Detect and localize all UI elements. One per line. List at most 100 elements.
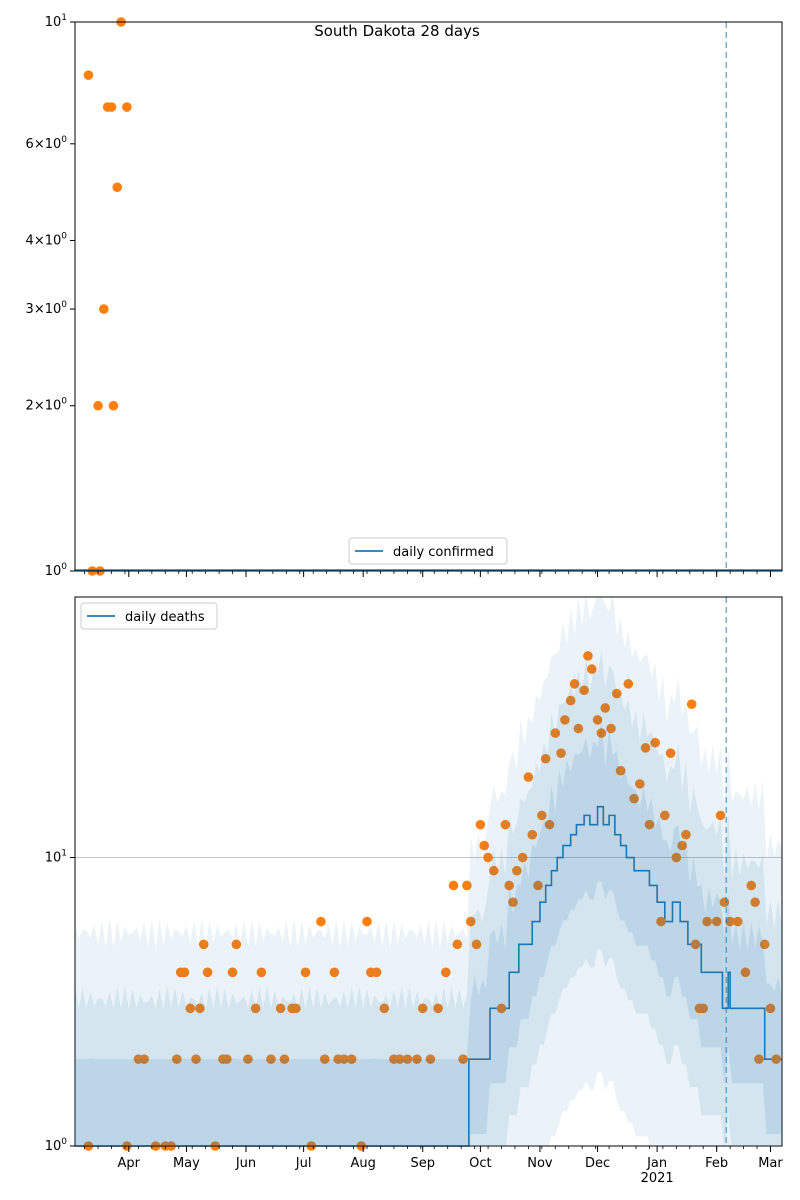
y-tick-label: 6×100 xyxy=(26,135,68,152)
observed-point xyxy=(569,679,580,689)
observed-point xyxy=(185,1003,196,1014)
chart-title: South Dakota 28 days xyxy=(314,22,480,40)
observed-point xyxy=(179,967,190,978)
x-tick-label: Mar xyxy=(758,1156,783,1171)
observed-point xyxy=(346,1054,357,1064)
x-tick-label: Sep xyxy=(410,1156,435,1171)
observed-point xyxy=(243,1054,253,1064)
observed-point xyxy=(537,810,547,821)
observed-point xyxy=(583,651,593,661)
observed-point xyxy=(448,880,459,891)
observed-point xyxy=(425,1054,436,1064)
y-tick-label: 4×100 xyxy=(26,231,68,248)
legend-label: daily deaths xyxy=(125,610,205,625)
legend-box xyxy=(348,537,508,565)
observed-point xyxy=(611,688,622,699)
observed-point xyxy=(504,880,514,891)
observed-point xyxy=(266,1054,276,1064)
observed-point xyxy=(600,703,611,713)
observed-point xyxy=(291,1003,301,1014)
observed-point xyxy=(750,897,760,908)
observed-point xyxy=(592,715,603,725)
observed-point xyxy=(540,753,551,764)
observed-point xyxy=(671,852,682,863)
uncertainty-bands xyxy=(75,597,782,1146)
observed-point xyxy=(465,916,476,927)
x-tick-label: Jan xyxy=(646,1156,667,1171)
axes-frame xyxy=(74,21,783,572)
x-tick-label: Oct xyxy=(469,1156,491,1171)
observed-point xyxy=(635,779,645,789)
observed-point xyxy=(479,840,490,851)
observed-point xyxy=(106,102,117,112)
observed-point xyxy=(606,723,616,734)
y-tick-label: 2×100 xyxy=(26,397,68,414)
observed-point xyxy=(402,1054,413,1064)
observed-point xyxy=(523,772,534,782)
observed-point xyxy=(587,664,597,674)
observed-point xyxy=(195,1003,205,1014)
observed-point xyxy=(565,695,576,706)
observed-point xyxy=(681,829,691,840)
observed-point xyxy=(759,939,770,950)
observed-point xyxy=(371,967,382,978)
observed-point xyxy=(417,1003,428,1014)
observed-point xyxy=(433,1003,443,1014)
observed-point xyxy=(231,939,242,950)
panel-1: 100 2×100 3×100 4×100 6×100 101 South Dakota 2… xyxy=(26,13,783,579)
observed-point xyxy=(533,880,543,891)
x-tick-label: Feb xyxy=(705,1156,728,1171)
observed-point xyxy=(139,1054,149,1064)
x-tick-label: Jul xyxy=(295,1156,312,1171)
observed-point xyxy=(379,1003,390,1014)
axes-frame xyxy=(74,596,783,1147)
observed-point xyxy=(517,852,528,863)
observed-point xyxy=(496,1003,507,1014)
observed-point xyxy=(99,304,109,314)
x-tick-label: May xyxy=(173,1156,200,1171)
observed-point xyxy=(746,880,757,891)
observed-point xyxy=(221,1054,232,1064)
observed-point xyxy=(112,182,123,193)
observed-point xyxy=(93,400,103,411)
observed-point xyxy=(544,819,555,830)
observed-point xyxy=(740,967,751,978)
x-tick-sublabel: 2021 xyxy=(641,1171,674,1186)
x-tick-label: Aug xyxy=(350,1156,375,1171)
observed-point xyxy=(122,102,132,112)
observed-point xyxy=(725,916,735,927)
observed-point xyxy=(715,810,726,821)
observed-point xyxy=(677,840,687,851)
y-tick-label: 101 xyxy=(45,849,67,866)
observed-point xyxy=(500,819,511,830)
observed-point xyxy=(108,400,119,411)
observed-point xyxy=(573,723,584,734)
y-tick-label: 3×100 xyxy=(26,300,68,317)
observed-point xyxy=(615,765,626,776)
observed-point xyxy=(471,939,482,950)
observed-point xyxy=(275,1003,286,1014)
panel-2: 100 101 Apr May Jun Jul Aug Sep Oct Nov Dec Jan2021… xyxy=(45,596,783,1186)
observed-point xyxy=(172,1054,182,1064)
observed-point xyxy=(623,679,634,689)
observed-point xyxy=(394,1054,405,1064)
x-tick-label: Nov xyxy=(527,1156,553,1171)
x-tick-label: Jun xyxy=(235,1156,256,1171)
observed-point xyxy=(527,829,538,840)
observed-point xyxy=(650,737,661,748)
observed-point xyxy=(202,967,213,978)
daily-deaths-line xyxy=(75,805,782,1147)
observed-point xyxy=(227,967,238,978)
observed-point xyxy=(640,743,651,753)
uncertainty-band xyxy=(75,650,782,1146)
observed-point xyxy=(279,1054,290,1064)
observed-point xyxy=(339,1054,349,1064)
legend-box xyxy=(80,602,218,630)
observed-point xyxy=(256,967,267,978)
observed-point xyxy=(412,1054,422,1064)
observed-point xyxy=(83,70,94,81)
observed-point xyxy=(754,1054,764,1064)
observed-point xyxy=(660,810,670,821)
observed-point xyxy=(440,967,451,978)
